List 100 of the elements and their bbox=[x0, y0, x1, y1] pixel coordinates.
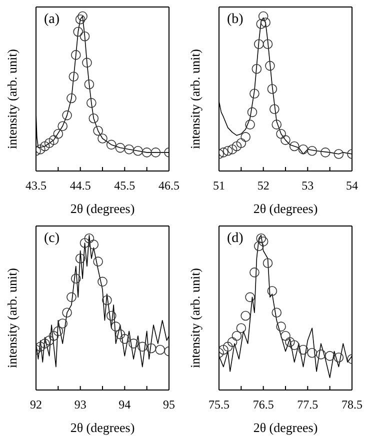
point bbox=[73, 26, 84, 37]
x-tick-label: 75.5 bbox=[208, 398, 230, 412]
point bbox=[115, 329, 126, 340]
point bbox=[78, 11, 88, 22]
point bbox=[245, 292, 255, 302]
point bbox=[258, 11, 268, 22]
point bbox=[267, 84, 278, 94]
point bbox=[36, 342, 46, 352]
point bbox=[298, 144, 308, 154]
y-axis-title: intensity (arb. unit) bbox=[188, 268, 203, 368]
point bbox=[265, 60, 275, 71]
point bbox=[102, 295, 112, 306]
point bbox=[106, 140, 116, 150]
x-tick-label: 93 bbox=[74, 398, 86, 412]
x-tick-label: 54 bbox=[346, 178, 358, 193]
x-tick-label: 52 bbox=[257, 178, 270, 193]
point bbox=[256, 233, 266, 244]
point bbox=[86, 98, 96, 108]
point bbox=[285, 337, 295, 347]
x-tick-label: 44.5 bbox=[70, 178, 91, 193]
point bbox=[80, 31, 90, 42]
x-axis-title: 2θ (degrees) bbox=[253, 420, 318, 435]
point bbox=[68, 72, 79, 82]
x-tick-label: 78.5 bbox=[342, 398, 362, 412]
point bbox=[40, 338, 50, 348]
point bbox=[133, 146, 143, 156]
x-tick-label: 53 bbox=[302, 178, 314, 193]
point bbox=[262, 258, 273, 268]
point bbox=[80, 238, 90, 248]
point bbox=[142, 148, 152, 158]
point bbox=[84, 79, 94, 90]
point bbox=[252, 64, 262, 74]
x-axis-title: 2θ (degrees) bbox=[70, 201, 135, 216]
point bbox=[256, 19, 266, 29]
point bbox=[110, 322, 121, 332]
point bbox=[138, 342, 148, 352]
y-axis-title: intensity (arb. unit) bbox=[4, 48, 20, 149]
point bbox=[66, 93, 76, 104]
x-tick-label: 95 bbox=[163, 398, 175, 412]
point bbox=[258, 236, 268, 246]
point bbox=[124, 144, 134, 154]
point bbox=[82, 58, 92, 68]
point bbox=[48, 330, 59, 341]
point bbox=[245, 120, 255, 130]
point bbox=[62, 308, 72, 318]
x-tick-label: 51 bbox=[213, 178, 225, 193]
y-axis-title: intensity (arb. unit) bbox=[4, 268, 20, 368]
point bbox=[222, 342, 233, 352]
point bbox=[88, 113, 99, 124]
annotation: (a) bbox=[44, 12, 60, 28]
point bbox=[155, 344, 166, 355]
point bbox=[62, 110, 72, 120]
point bbox=[93, 126, 103, 136]
point bbox=[219, 148, 228, 158]
point bbox=[254, 241, 264, 252]
point bbox=[75, 254, 86, 264]
point bbox=[219, 344, 228, 355]
point bbox=[324, 351, 335, 361]
point bbox=[276, 128, 286, 139]
point bbox=[84, 233, 94, 244]
point bbox=[71, 50, 81, 60]
point bbox=[247, 107, 258, 118]
point bbox=[320, 148, 330, 158]
point bbox=[289, 340, 300, 350]
x-tick-label: 94 bbox=[118, 398, 131, 412]
x-tick-label: 92 bbox=[30, 398, 42, 412]
point bbox=[270, 104, 280, 114]
point bbox=[236, 138, 246, 148]
point bbox=[93, 256, 103, 266]
point bbox=[53, 326, 64, 336]
point bbox=[307, 146, 317, 156]
point bbox=[44, 336, 54, 346]
point bbox=[240, 310, 250, 321]
x-tick-label: 46.5 bbox=[158, 178, 180, 193]
point bbox=[232, 330, 242, 341]
x-axis-title: 2θ (degrees) bbox=[253, 201, 318, 216]
annotation: (b) bbox=[227, 12, 244, 28]
x-tick-label: 45.5 bbox=[114, 178, 136, 193]
point bbox=[227, 337, 238, 347]
point bbox=[250, 88, 260, 99]
point bbox=[276, 322, 286, 332]
point bbox=[272, 308, 282, 318]
point bbox=[240, 132, 250, 142]
point bbox=[298, 344, 308, 355]
point bbox=[334, 149, 344, 159]
point bbox=[71, 274, 81, 284]
point bbox=[53, 128, 64, 139]
point bbox=[334, 352, 344, 362]
point bbox=[236, 323, 246, 334]
point bbox=[40, 141, 50, 152]
point bbox=[44, 138, 54, 148]
point bbox=[58, 121, 68, 132]
point bbox=[316, 350, 326, 360]
point bbox=[280, 330, 290, 341]
point bbox=[48, 135, 59, 145]
x-tick-label: 43.5 bbox=[26, 178, 46, 193]
point bbox=[260, 18, 270, 28]
x-axis-title: 2θ (degrees) bbox=[70, 420, 135, 435]
point bbox=[222, 146, 233, 156]
x-tick-label: 76.5 bbox=[252, 398, 274, 412]
